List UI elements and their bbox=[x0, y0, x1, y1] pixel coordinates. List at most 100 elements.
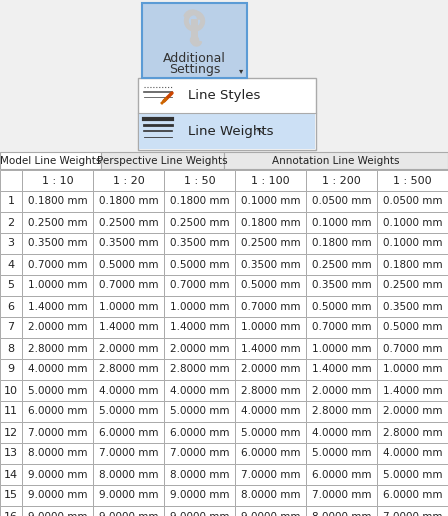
FancyBboxPatch shape bbox=[235, 233, 306, 254]
Text: 0.1000 mm: 0.1000 mm bbox=[383, 218, 442, 228]
FancyBboxPatch shape bbox=[306, 233, 377, 254]
Text: 1.0000 mm: 1.0000 mm bbox=[312, 344, 371, 353]
Text: 1.0000 mm: 1.0000 mm bbox=[241, 322, 300, 332]
FancyBboxPatch shape bbox=[306, 506, 377, 516]
Wedge shape bbox=[184, 10, 202, 19]
Text: 1.4000 mm: 1.4000 mm bbox=[170, 322, 229, 332]
FancyBboxPatch shape bbox=[22, 464, 93, 485]
FancyBboxPatch shape bbox=[22, 338, 93, 359]
Text: 0.5000 mm: 0.5000 mm bbox=[241, 281, 300, 291]
Text: 9.0000 mm: 9.0000 mm bbox=[170, 491, 229, 501]
Text: 9.0000 mm: 9.0000 mm bbox=[170, 511, 229, 516]
FancyBboxPatch shape bbox=[22, 296, 93, 317]
FancyBboxPatch shape bbox=[22, 380, 93, 401]
FancyBboxPatch shape bbox=[0, 317, 22, 338]
FancyBboxPatch shape bbox=[164, 233, 235, 254]
FancyBboxPatch shape bbox=[164, 170, 235, 191]
Text: 7.0000 mm: 7.0000 mm bbox=[99, 448, 158, 459]
FancyBboxPatch shape bbox=[93, 443, 164, 464]
Text: 9.0000 mm: 9.0000 mm bbox=[99, 491, 158, 501]
FancyBboxPatch shape bbox=[0, 506, 22, 516]
FancyBboxPatch shape bbox=[235, 485, 306, 506]
Text: 0.3500 mm: 0.3500 mm bbox=[241, 260, 300, 269]
FancyBboxPatch shape bbox=[0, 422, 22, 443]
Text: 5.0000 mm: 5.0000 mm bbox=[170, 407, 229, 416]
Circle shape bbox=[190, 16, 199, 26]
FancyBboxPatch shape bbox=[191, 19, 198, 41]
Text: 7.0000 mm: 7.0000 mm bbox=[383, 511, 442, 516]
FancyBboxPatch shape bbox=[22, 359, 93, 380]
FancyBboxPatch shape bbox=[93, 359, 164, 380]
Text: 1.4000 mm: 1.4000 mm bbox=[241, 344, 300, 353]
FancyBboxPatch shape bbox=[377, 212, 448, 233]
FancyBboxPatch shape bbox=[22, 422, 93, 443]
Text: 4.0000 mm: 4.0000 mm bbox=[28, 364, 87, 375]
Text: 1 : 100: 1 : 100 bbox=[251, 175, 290, 185]
Text: 4.0000 mm: 4.0000 mm bbox=[383, 448, 442, 459]
FancyBboxPatch shape bbox=[164, 422, 235, 443]
Text: 7.0000 mm: 7.0000 mm bbox=[312, 491, 371, 501]
Text: 6.0000 mm: 6.0000 mm bbox=[312, 470, 371, 479]
Text: Additional: Additional bbox=[163, 52, 226, 64]
FancyBboxPatch shape bbox=[377, 422, 448, 443]
Text: 0.0500 mm: 0.0500 mm bbox=[383, 197, 442, 206]
Text: 2.0000 mm: 2.0000 mm bbox=[99, 344, 158, 353]
FancyBboxPatch shape bbox=[0, 338, 22, 359]
FancyBboxPatch shape bbox=[164, 380, 235, 401]
Text: 0.5000 mm: 0.5000 mm bbox=[312, 301, 371, 312]
Text: 2.8000 mm: 2.8000 mm bbox=[28, 344, 87, 353]
Text: 6.0000 mm: 6.0000 mm bbox=[241, 448, 300, 459]
FancyBboxPatch shape bbox=[22, 485, 93, 506]
Text: ↖: ↖ bbox=[255, 127, 265, 137]
FancyBboxPatch shape bbox=[377, 275, 448, 296]
FancyBboxPatch shape bbox=[164, 401, 235, 422]
FancyBboxPatch shape bbox=[93, 317, 164, 338]
FancyBboxPatch shape bbox=[235, 296, 306, 317]
FancyBboxPatch shape bbox=[306, 359, 377, 380]
FancyBboxPatch shape bbox=[0, 212, 22, 233]
Text: 0.2500 mm: 0.2500 mm bbox=[383, 281, 442, 291]
Text: 8.0000 mm: 8.0000 mm bbox=[241, 491, 300, 501]
FancyBboxPatch shape bbox=[101, 152, 224, 169]
FancyBboxPatch shape bbox=[377, 296, 448, 317]
FancyBboxPatch shape bbox=[93, 254, 164, 275]
Text: 1.0000 mm: 1.0000 mm bbox=[28, 281, 87, 291]
Circle shape bbox=[185, 11, 204, 31]
FancyBboxPatch shape bbox=[306, 380, 377, 401]
FancyBboxPatch shape bbox=[93, 296, 164, 317]
Text: 0.5000 mm: 0.5000 mm bbox=[99, 260, 158, 269]
FancyBboxPatch shape bbox=[235, 254, 306, 275]
FancyBboxPatch shape bbox=[306, 296, 377, 317]
FancyBboxPatch shape bbox=[22, 401, 93, 422]
FancyBboxPatch shape bbox=[93, 485, 164, 506]
FancyBboxPatch shape bbox=[306, 338, 377, 359]
Text: 5.0000 mm: 5.0000 mm bbox=[241, 427, 300, 438]
Text: 4.0000 mm: 4.0000 mm bbox=[241, 407, 300, 416]
Text: 0.1800 mm: 0.1800 mm bbox=[170, 197, 229, 206]
Text: 6.0000 mm: 6.0000 mm bbox=[99, 427, 158, 438]
FancyBboxPatch shape bbox=[235, 443, 306, 464]
FancyBboxPatch shape bbox=[377, 170, 448, 191]
Text: 10: 10 bbox=[4, 385, 18, 395]
FancyBboxPatch shape bbox=[164, 191, 235, 212]
Text: Model Line Weights: Model Line Weights bbox=[0, 155, 101, 166]
Text: 0.7000 mm: 0.7000 mm bbox=[28, 260, 87, 269]
Text: 2.8000 mm: 2.8000 mm bbox=[312, 407, 371, 416]
FancyBboxPatch shape bbox=[93, 380, 164, 401]
Text: 9.0000 mm: 9.0000 mm bbox=[28, 491, 87, 501]
Text: 9.0000 mm: 9.0000 mm bbox=[241, 511, 300, 516]
FancyBboxPatch shape bbox=[377, 338, 448, 359]
Text: 2.0000 mm: 2.0000 mm bbox=[170, 344, 229, 353]
FancyBboxPatch shape bbox=[235, 422, 306, 443]
FancyBboxPatch shape bbox=[235, 380, 306, 401]
Text: 0.2500 mm: 0.2500 mm bbox=[241, 238, 300, 249]
FancyBboxPatch shape bbox=[377, 443, 448, 464]
FancyBboxPatch shape bbox=[22, 191, 93, 212]
Wedge shape bbox=[191, 40, 202, 46]
Text: Annotation Line Weights: Annotation Line Weights bbox=[272, 155, 400, 166]
FancyBboxPatch shape bbox=[93, 233, 164, 254]
Text: 16: 16 bbox=[4, 511, 18, 516]
Text: 0.3500 mm: 0.3500 mm bbox=[312, 281, 371, 291]
FancyBboxPatch shape bbox=[377, 506, 448, 516]
Text: 8.0000 mm: 8.0000 mm bbox=[28, 448, 87, 459]
